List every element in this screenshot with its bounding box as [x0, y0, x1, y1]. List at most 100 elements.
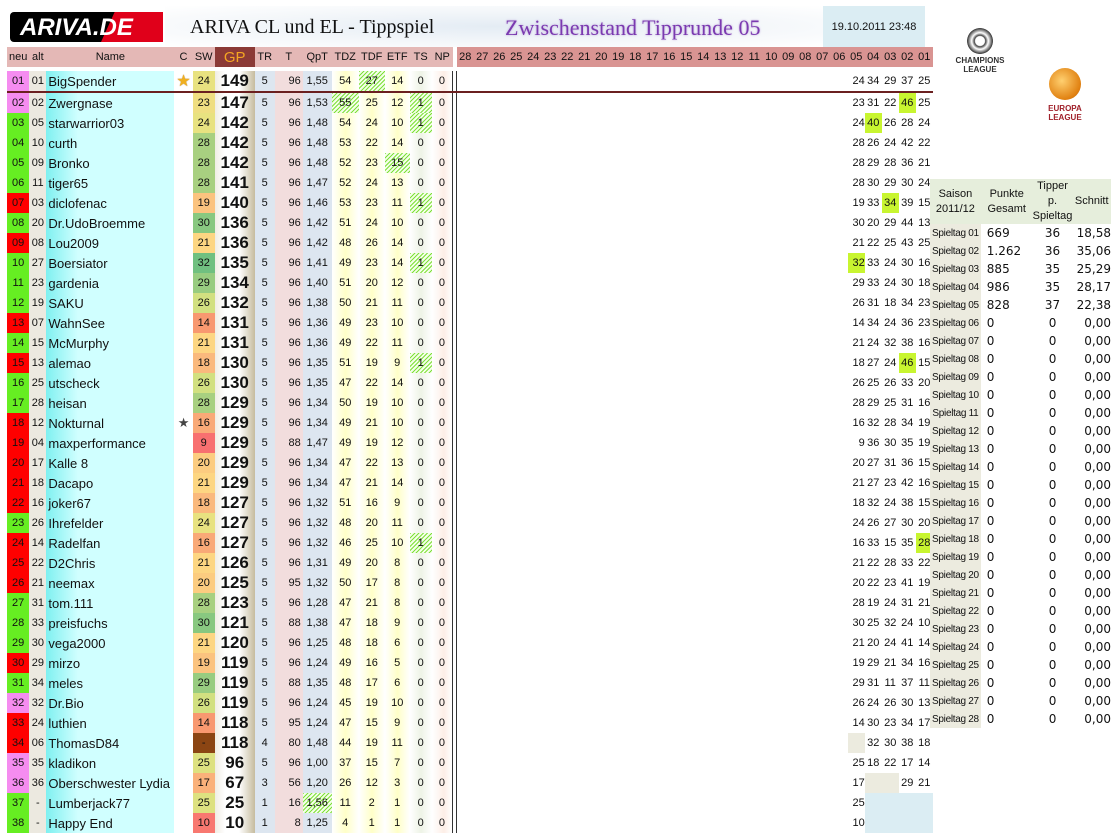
table-row[interactable]: 38- Happy End 10 10 1 8 1,25 4 1 1 0 0 10 — [7, 813, 933, 833]
column-header-alt[interactable]: alt — [29, 47, 47, 67]
column-header-round-14[interactable]: 14 — [694, 47, 712, 67]
cell-name[interactable]: Bronko — [46, 153, 175, 173]
table-row[interactable]: 30 29 mirzo 19 119 5 96 1,24 49 16 5 0 0 19 29 21 34 16 — [7, 653, 933, 673]
cell-name[interactable]: diclofenac — [46, 193, 175, 213]
table-row[interactable]: 27 31 tom.111 28 123 5 96 1,28 47 21 8 0 0 28 19 24 31 21 — [7, 593, 933, 613]
cell-name[interactable]: heisan — [46, 393, 175, 413]
table-row[interactable]: 31 34 meles 29 119 5 88 1,35 48 17 6 0 0 29 31 11 37 11 — [7, 673, 933, 693]
column-header-round-07[interactable]: 07 — [813, 47, 831, 67]
cell-name[interactable]: SAKU — [46, 293, 175, 313]
cell-name[interactable]: vega2000 — [46, 633, 175, 653]
column-header-tr[interactable]: TR — [254, 47, 275, 67]
table-row[interactable]: 18 12 Nokturnal ★ 16 129 5 96 1,34 49 21 10 0 0 16 32 28… — [7, 413, 933, 433]
table-row[interactable]: 29 30 vega2000 21 120 5 96 1,25 48 18 6 0 0 21 20 24 41 1… — [7, 633, 933, 653]
column-header-round-03[interactable]: 03 — [881, 47, 899, 67]
cell-name[interactable]: starwarrior03 — [46, 113, 175, 133]
table-row[interactable]: 16 25 utscheck 26 130 5 96 1,35 47 22 14 0 0 26 25 26 33… — [7, 373, 933, 393]
cell-name[interactable]: Nokturnal — [46, 413, 175, 433]
column-header-round-17[interactable]: 17 — [643, 47, 661, 67]
cell-name[interactable]: Ihrefelder — [46, 513, 175, 533]
table-row[interactable]: 23 26 Ihrefelder 24 127 5 96 1,32 48 20 11 0 0 24 26 27… — [7, 513, 933, 533]
cell-name[interactable]: BigSpender — [46, 71, 175, 93]
cell-name[interactable]: D2Chris — [46, 553, 175, 573]
cell-name[interactable]: Zwergnase — [46, 92, 175, 113]
column-header-c[interactable]: C — [174, 47, 193, 67]
table-row[interactable]: 03 05 starwarrior03 24 142 5 96 1,48 54 24 10 1 0 24 4… — [7, 113, 933, 133]
cell-name[interactable]: joker67 — [46, 493, 175, 513]
column-header-tdf[interactable]: TDF — [358, 47, 385, 67]
cell-name[interactable]: preisfuchs — [46, 613, 175, 633]
column-header-np[interactable]: NP — [431, 47, 453, 67]
column-header-neu[interactable]: neu — [7, 47, 30, 67]
column-header-tdz[interactable]: TDZ — [331, 47, 359, 67]
column-header-round-09[interactable]: 09 — [779, 47, 797, 67]
table-row[interactable]: 12 19 SAKU 26 132 5 96 1,38 50 21 11 0 0 26 31 18 34 23 — [7, 293, 933, 313]
cell-name[interactable]: neemax — [46, 573, 175, 593]
table-row[interactable]: 02 02 Zwergnase 23 147 5 96 1,53 55 25 12 1 0 23 31 22 4… — [7, 92, 933, 113]
table-row[interactable]: 37- Lumberjack77 25 25 1 16 1,56 11 2 1 0 0 25 — [7, 793, 933, 813]
column-header-round-01[interactable]: 01 — [915, 47, 933, 67]
cell-name[interactable]: Boersiator — [46, 253, 175, 273]
ariva-logo[interactable]: ARIVA.DE — [10, 12, 163, 42]
cell-name[interactable]: mirzo — [46, 653, 175, 673]
column-header-etf[interactable]: ETF — [384, 47, 410, 67]
column-header-round-06[interactable]: 06 — [830, 47, 848, 67]
table-row[interactable]: 35 35 kladikon 25 96 5 96 1,00 37 15 7 0 0 25 18 22 17 14 — [7, 753, 933, 773]
column-header-sw[interactable]: SW — [192, 47, 215, 67]
cell-name[interactable]: ThomasD84 — [46, 733, 175, 753]
column-header-round-10[interactable]: 10 — [762, 47, 780, 67]
column-header-round-16[interactable]: 16 — [660, 47, 678, 67]
column-header-round-27[interactable]: 27 — [473, 47, 491, 67]
table-row[interactable]: 09 08 Lou2009 21 136 5 96 1,42 48 26 14 0 0 21 22 25 43 2… — [7, 233, 933, 253]
table-row[interactable]: 17 28 heisan 28 129 5 96 1,34 50 19 10 0 0 28 29 25 31 16 — [7, 393, 933, 413]
cell-name[interactable]: gardenia — [46, 273, 175, 293]
table-row[interactable]: 05 09 Bronko 28 142 5 96 1,48 52 23 15 0 0 28 29 28 36 21 — [7, 153, 933, 173]
cell-name[interactable]: WahnSee — [46, 313, 175, 333]
column-header-round-20[interactable]: 20 — [592, 47, 610, 67]
cell-name[interactable]: curth — [46, 133, 175, 153]
table-row[interactable]: 15 13 alemao 18 130 5 96 1,35 51 19 9 1 0 18 27 24 46 15 — [7, 353, 933, 373]
cell-name[interactable]: luthien — [46, 713, 175, 733]
column-header-ts[interactable]: TS — [409, 47, 432, 67]
table-row[interactable]: 20 17 Kalle 8 20 129 5 96 1,34 47 22 13 0 0 20 27 31 36 1… — [7, 453, 933, 473]
column-header-round-23[interactable]: 23 — [541, 47, 559, 67]
column-header-round-11[interactable]: 11 — [745, 47, 763, 67]
cell-name[interactable]: Oberschwester Lydia — [46, 773, 175, 793]
table-row[interactable]: 33 24 luthien 14 118 5 95 1,24 47 15 9 0 0 14 30 23 34 17 — [7, 713, 933, 733]
table-row[interactable]: 06 11 tiger65 28 141 5 96 1,47 52 24 13 0 0 28 30 29 30 2… — [7, 173, 933, 193]
table-row[interactable]: 11 23 gardenia 29 134 5 96 1,40 51 20 12 0 0 29 33 24 30… — [7, 273, 933, 293]
table-row[interactable]: 13 07 WahnSee 14 131 5 96 1,36 49 23 10 0 0 14 34 24 36 2… — [7, 313, 933, 333]
table-row[interactable]: 24 14 Radelfan 16 127 5 96 1,32 46 25 10 1 0 16 33 15 35… — [7, 533, 933, 553]
column-header-round-02[interactable]: 02 — [898, 47, 916, 67]
cell-name[interactable]: kladikon — [46, 753, 175, 773]
table-row[interactable]: 07 03 diclofenac 19 140 5 96 1,46 53 23 11 1 0 19 33 34… — [7, 193, 933, 213]
table-row[interactable]: 36 36 Oberschwester Lydia 17 67 3 56 1,20 26 12 3 0… — [7, 773, 933, 793]
table-row[interactable]: 34 06 ThomasD84-118 4 80 1,48 44 19 11 0 0 32 30 38 18 — [7, 733, 933, 753]
table-row[interactable]: 25 22 D2Chris 21 126 5 96 1,31 49 20 8 0 0 21 22 28 33 22 — [7, 553, 933, 573]
cell-name[interactable]: utscheck — [46, 373, 175, 393]
cell-name[interactable]: tom.111 — [46, 593, 175, 613]
column-header-round-05[interactable]: 05 — [847, 47, 865, 67]
column-header-name[interactable]: Name — [46, 47, 175, 67]
column-header-round-22[interactable]: 22 — [558, 47, 576, 67]
column-header-round-25[interactable]: 25 — [507, 47, 525, 67]
cell-name[interactable]: Lumberjack77 — [46, 793, 175, 813]
table-row[interactable]: 19 04 maxperformance 9 129 5 88 1,47 49 19 12 0 0 9 36… — [7, 433, 933, 453]
table-row[interactable]: 28 33 preisfuchs 30 121 5 88 1,38 47 18 9 0 0 30 25 32 2… — [7, 613, 933, 633]
column-header-round-18[interactable]: 18 — [626, 47, 644, 67]
cell-name[interactable]: Dacapo — [46, 473, 175, 493]
table-row[interactable]: 21 18 Dacapo 21 129 5 96 1,34 47 21 14 0 0 21 27 23 42 16 — [7, 473, 933, 493]
column-header-round-24[interactable]: 24 — [524, 47, 542, 67]
cell-name[interactable]: Happy End — [46, 813, 175, 833]
column-header-round-13[interactable]: 13 — [711, 47, 729, 67]
cell-name[interactable]: maxperformance — [46, 433, 175, 453]
table-row[interactable]: 14 15 McMurphy 21 131 5 96 1,36 49 22 11 0 0 21 24 32 38… — [7, 333, 933, 353]
column-header-qpt[interactable]: QpT — [302, 47, 332, 67]
column-header-round-04[interactable]: 04 — [864, 47, 882, 67]
cell-name[interactable]: alemao — [46, 353, 175, 373]
table-row[interactable]: 22 16 joker67 18 127 5 96 1,32 51 16 9 0 0 18 32 24 38 15 — [7, 493, 933, 513]
table-row[interactable]: 10 27 Boersiator 32 135 5 96 1,41 49 23 14 1 0 32 33 24… — [7, 253, 933, 273]
cell-name[interactable]: Radelfan — [46, 533, 175, 553]
column-header-round-26[interactable]: 26 — [490, 47, 508, 67]
cell-name[interactable]: tiger65 — [46, 173, 175, 193]
